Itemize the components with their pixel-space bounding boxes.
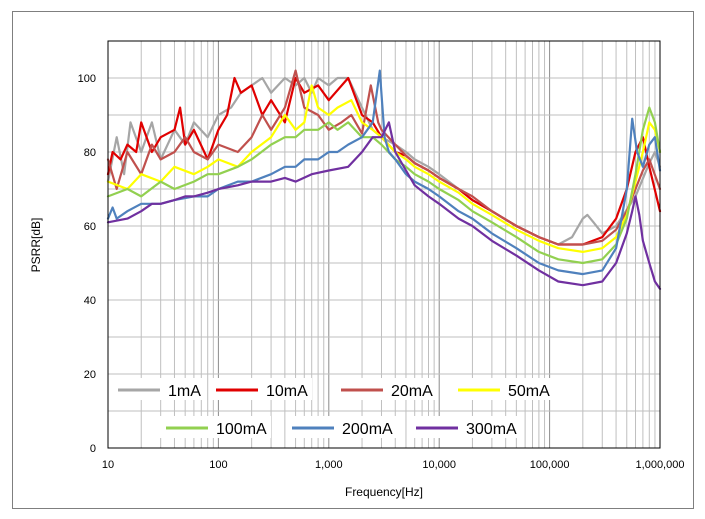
x-tick-label: 100 <box>209 459 227 471</box>
legend-label-200ma: 200mA <box>342 421 393 438</box>
x-tick-label: 100,000 <box>530 459 570 471</box>
y-tick-label: 20 <box>84 369 96 381</box>
series-line-200ma <box>106 69 662 276</box>
x-tick-labels: 10 100 1,000 10,000 100,000 1,000,000 <box>102 459 685 471</box>
series-line-50ma <box>106 84 662 253</box>
legend-background <box>160 416 271 438</box>
legend-background <box>335 378 437 400</box>
legend-background <box>286 416 397 438</box>
y-axis-title: PSRR[dB] <box>29 218 43 273</box>
x-tick-label: 10 <box>102 459 114 471</box>
y-tick-label: 100 <box>78 73 96 85</box>
series-lines <box>106 69 662 290</box>
legend-background <box>452 378 554 400</box>
x-axis-title: Frequency[Hz] <box>345 485 423 499</box>
series-line-300ma <box>106 121 662 290</box>
legend-label-1ma: 1mA <box>168 383 201 400</box>
x-tick-label: 1,000,000 <box>636 459 685 471</box>
legend-label-100ma: 100mA <box>216 421 267 438</box>
series-line-20ma <box>106 69 662 246</box>
legend-background <box>410 416 521 438</box>
y-tick-label: 80 <box>84 147 96 159</box>
y-tick-label: 0 <box>90 443 96 455</box>
y-tick-label: 60 <box>84 221 96 233</box>
legend: 1mA 10mA 20mA 50mA 100mA 200mA 300mA <box>112 378 554 438</box>
legend-label-10ma: 10mA <box>266 383 308 400</box>
series-line-10ma <box>106 76 662 246</box>
series-line-100ma <box>106 106 662 265</box>
legend-label-50ma: 50mA <box>508 383 550 400</box>
x-tick-label: 1,000 <box>315 459 343 471</box>
x-tick-label: 10,000 <box>422 459 456 471</box>
legend-label-20ma: 20mA <box>391 383 433 400</box>
plot-area-border <box>107 40 661 449</box>
legend-label-300ma: 300mA <box>466 421 517 438</box>
y-tick-label: 40 <box>84 295 96 307</box>
y-tick-labels: 0 20 40 60 80 100 <box>78 73 96 455</box>
series-line-1ma <box>106 76 662 246</box>
legend-background <box>210 378 312 400</box>
